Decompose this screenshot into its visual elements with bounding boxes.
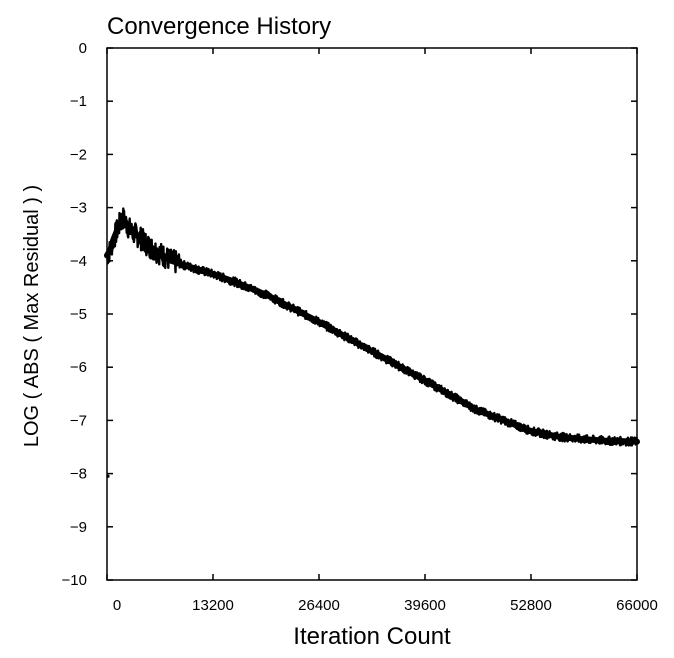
y-tick-label: −3 — [70, 200, 87, 217]
y-tick-label: −2 — [70, 146, 87, 163]
x-tick-label: 66000 — [616, 597, 658, 614]
x-tick-label: 39600 — [404, 597, 446, 614]
y-tick-label: −7 — [70, 412, 87, 429]
y-axis-ticks: 0 −1 −2 −3 −4 −5 −6 −7 −8 −9 −10 — [62, 40, 637, 589]
y-tick-label: −10 — [62, 572, 87, 589]
y-tick-label: −9 — [70, 519, 87, 536]
chart-title: Convergence History — [107, 13, 331, 40]
residual-series-line — [105, 207, 639, 447]
outlier-point — [106, 474, 110, 478]
y-tick-label: −6 — [70, 359, 87, 376]
y-tick-label: −8 — [70, 466, 87, 483]
y-tick-label: −5 — [70, 306, 87, 323]
plot-frame — [106, 47, 638, 581]
y-axis-label: LOG ( ABS ( Max Residual ) ) — [21, 185, 43, 447]
x-tick-label: 0 — [113, 597, 121, 614]
y-tick-label: 0 — [79, 40, 87, 57]
y-tick-label: −1 — [70, 93, 87, 110]
residual-series-core — [104, 215, 640, 445]
x-tick-label: 26400 — [298, 597, 340, 614]
x-tick-label: 52800 — [510, 597, 552, 614]
y-tick-label: −4 — [70, 253, 87, 270]
x-axis-ticks: 0 13200 26400 39600 52800 66000 — [106, 48, 658, 614]
series-layer — [104, 207, 640, 478]
x-axis-label: Iteration Count — [293, 623, 451, 650]
x-tick-label: 13200 — [192, 597, 234, 614]
